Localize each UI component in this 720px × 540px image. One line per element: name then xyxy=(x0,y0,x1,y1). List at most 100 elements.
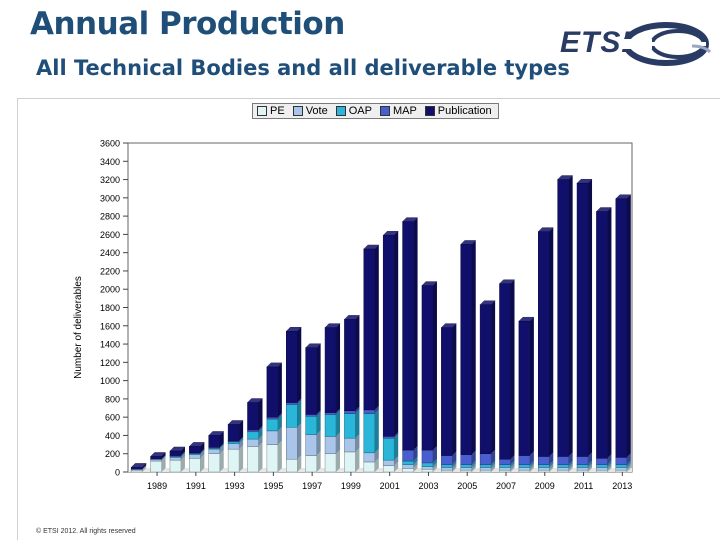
bar-side-oap-2006 xyxy=(491,460,496,468)
bar-side-publication-2010 xyxy=(568,175,573,457)
bar-side-publication-1999 xyxy=(355,315,360,411)
bar-top-1989 xyxy=(149,452,167,457)
bar-oap-1999 xyxy=(344,413,356,439)
bar-oap-2003 xyxy=(421,462,434,467)
bar-top-1999 xyxy=(343,315,361,320)
bar-map-1998 xyxy=(324,412,337,415)
y-tick-label: 1600 xyxy=(100,321,120,331)
bar-top-1991 xyxy=(188,442,205,447)
bar-side-publication-2004 xyxy=(452,323,457,456)
bar-pe-1991 xyxy=(189,458,201,473)
bar-vote-2007 xyxy=(499,467,511,471)
bar-side-oap-2013 xyxy=(626,460,631,468)
bar-oap-1994 xyxy=(247,431,259,440)
bar-side-map-2003 xyxy=(432,446,437,463)
bar-pe-1993 xyxy=(227,448,240,473)
bar-side-publication-1991 xyxy=(200,442,205,453)
bar-oap-1998 xyxy=(324,414,337,437)
bar-side-publication-2013 xyxy=(626,194,631,458)
bar-side-oap-2004 xyxy=(452,460,457,468)
bar-side-publication-1990 xyxy=(180,446,185,456)
bar-vote-2008 xyxy=(518,467,531,471)
bar-side-map-2002 xyxy=(413,446,418,462)
bar-side-publication-1997 xyxy=(316,343,321,415)
bar-side-pe-1993 xyxy=(239,445,244,472)
bar-side-oap-1997 xyxy=(316,412,321,435)
bar-publication-2000 xyxy=(363,248,376,411)
bar-oap-2004 xyxy=(441,464,453,468)
bar-side-map-2012 xyxy=(607,454,612,465)
legend-swatch xyxy=(292,106,303,116)
bar-pe-2002 xyxy=(402,468,414,473)
bar-vote-1993 xyxy=(227,443,240,450)
bar-publication-1992 xyxy=(208,435,220,448)
copyright-footer: © ETSI 2012. All rights reserved xyxy=(36,528,136,535)
bar-pe-2013 xyxy=(615,469,628,473)
bar-side-vote-2001 xyxy=(394,456,399,466)
bar-side-vote-1990 xyxy=(180,453,185,461)
bar-side-publication-1995 xyxy=(277,362,282,418)
plot-area xyxy=(127,142,633,473)
bar-side-map-1999 xyxy=(355,406,360,414)
bar-side-publication-1993 xyxy=(239,420,244,441)
bar-side-oap-1991 xyxy=(200,449,205,455)
bar-side-vote-2003 xyxy=(432,462,437,470)
bar-side-oap-1990 xyxy=(180,452,185,458)
bar-oap-2007 xyxy=(499,464,511,468)
y-tick-label: 1000 xyxy=(100,376,120,386)
bar-map-2002 xyxy=(402,449,414,462)
bar-side-vote-1993 xyxy=(239,439,244,450)
x-tick-label: 2005 xyxy=(457,481,477,491)
bar-side-pe-2001 xyxy=(394,461,399,472)
legend-item-publication: Publication xyxy=(424,105,492,117)
bar-vote-1994 xyxy=(247,438,259,447)
bar-pe-1988 xyxy=(130,469,143,473)
y-tick-label: 2000 xyxy=(100,285,120,295)
bar-side-oap-2011 xyxy=(588,460,593,468)
bar-oap-2008 xyxy=(518,464,531,468)
bar-top-1990 xyxy=(169,446,186,452)
y-tick-label: 1800 xyxy=(100,303,120,313)
header-divider xyxy=(18,98,720,99)
bar-map-2001 xyxy=(382,436,395,439)
bar-vote-1991 xyxy=(189,454,201,459)
bar-map-2010 xyxy=(557,456,569,465)
bar-vote-1992 xyxy=(208,448,220,454)
bar-side-publication-1992 xyxy=(219,431,224,448)
bar-map-1997 xyxy=(305,414,317,417)
bar-side-vote-1989 xyxy=(161,455,166,462)
bar-side-vote-1997 xyxy=(316,430,321,456)
bar-map-2004 xyxy=(441,455,453,465)
bar-pe-2003 xyxy=(421,469,434,473)
bar-side-oap-2003 xyxy=(432,458,437,467)
bar-side-oap-1993 xyxy=(239,437,244,444)
bar-publication-2006 xyxy=(479,304,492,454)
bar-publication-1996 xyxy=(286,331,298,403)
bar-pe-2008 xyxy=(518,469,531,473)
bar-publication-2010 xyxy=(557,179,569,457)
bar-side-vote-1994 xyxy=(258,435,263,447)
bar-side-vote-1988 xyxy=(142,465,147,471)
bar-side-map-1998 xyxy=(336,408,341,415)
legend-swatch xyxy=(257,106,267,116)
y-tick-label: 0 xyxy=(115,468,120,478)
bar-top-1997 xyxy=(305,343,322,348)
bar-top-2003 xyxy=(421,281,438,286)
bar-side-publication-1998 xyxy=(336,323,341,413)
bar-top-1996 xyxy=(285,327,302,332)
bar-vote-2004 xyxy=(441,467,453,471)
bar-top-2013 xyxy=(615,194,632,199)
bar-oap-2002 xyxy=(402,460,414,465)
bar-publication-1989 xyxy=(150,456,162,460)
bar-side-pe-2007 xyxy=(510,466,515,472)
bar-map-2008 xyxy=(518,455,531,465)
bar-top-2010 xyxy=(557,175,574,180)
x-tick-label: 2011 xyxy=(574,481,593,491)
bar-side-map-1990 xyxy=(180,451,185,457)
bar-publication-2004 xyxy=(441,327,453,456)
bar-side-map-1994 xyxy=(258,425,263,432)
bar-top-1988 xyxy=(130,463,147,468)
bar-side-pe-1994 xyxy=(258,442,263,472)
legend-item-map: MAP xyxy=(379,105,417,117)
bar-pe-2010 xyxy=(557,469,569,473)
